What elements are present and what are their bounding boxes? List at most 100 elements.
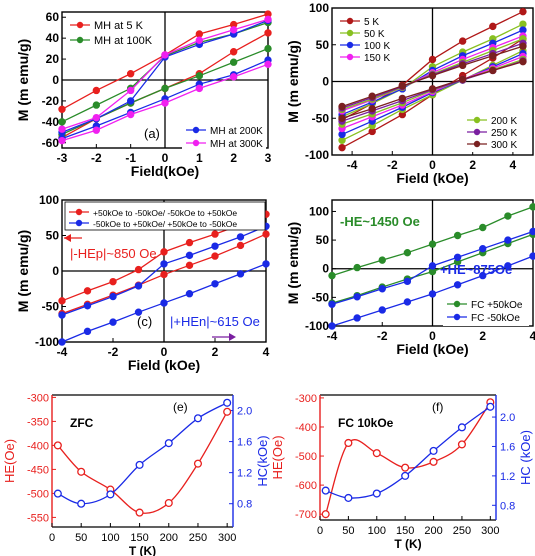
data-point [403,248,412,257]
y-tick-label: 60 [46,10,60,24]
data-point [368,104,376,113]
inner-label: FC 10kOe [338,416,394,430]
data-point [344,438,353,448]
x-tick-label: 4 [530,329,535,343]
data-point [211,230,219,238]
data-point [479,244,487,253]
data-point [398,94,407,103]
x-tick-label: 0 [429,158,436,172]
x-tick-label: 200 [424,525,442,537]
data-point [401,463,410,472]
data-point [321,510,330,519]
x-tick-label: 1 [196,151,203,165]
y-tick-label: 50 [46,229,60,243]
data-point [185,261,194,270]
data-point [185,238,194,247]
data-point [504,212,512,220]
x-tick-label: 0 [49,532,55,544]
data-point [92,101,101,109]
legend-box [336,11,398,65]
y-left-tick-label: -600 [295,480,317,492]
y-tick-label: -60 [42,136,60,150]
data-point [109,318,117,326]
data-point [519,42,527,50]
data-point [372,449,381,458]
data-point [403,277,412,286]
y-tick-label: -100 [305,319,329,333]
x-axis-label: T (K) [129,544,156,556]
y-tick-label: -100 [305,148,329,162]
data-point [195,84,204,93]
data-point [164,439,173,448]
data-point [160,260,168,268]
data-point [479,223,487,232]
data-point [519,57,527,66]
data-point [338,114,346,122]
data-point [264,60,272,69]
panel-c: -4 -2 0 2 4 -100 -50 0 50 100 Field (kOe) M (m emu/… [15,193,270,373]
data-point [161,51,169,59]
data-point [229,73,238,81]
legend-label: 150 K [364,53,390,64]
x-tick-label: 0 [429,329,436,343]
data-point [126,110,135,119]
legend-swatch-marker [76,21,84,29]
data-point [211,280,219,288]
y-tick-label: 20 [46,52,60,66]
y-right-axis-label: HC(kOe) [255,435,270,486]
x-tick-label: -2 [91,151,102,165]
data-point [160,299,168,307]
legend-box [443,294,529,326]
data-point [193,414,203,423]
x-tick-label: -1 [125,151,136,165]
data-point [135,460,144,469]
data-point [328,322,336,330]
data-point [92,113,101,122]
y-right-tick-label: 0.8 [500,500,515,512]
y-left-tick-label: -350 [27,416,49,428]
x-tick-label: -2 [387,158,398,172]
y-axis-label: M (m emu/g) [285,222,301,304]
y-right-tick-label: 2.0 [237,406,252,418]
data-point [53,489,62,498]
legend-label: MH at 100K [94,35,153,47]
data-point [457,440,466,449]
annotation-hep: |-HEp|~850 Oe [70,246,157,261]
y-axis-label: M (m emu/g) [285,40,301,122]
data-point [53,441,62,450]
x-tick-label: 150 [396,525,414,537]
data-point [453,281,462,289]
data-point [262,260,270,268]
y-tick-label: -40 [42,115,60,129]
y-tick-label: 50 [316,233,330,247]
y-tick-label: 100 [39,193,59,207]
legend-label: 100 K [364,41,390,52]
x-tick-label: 2 [479,329,486,343]
data-point [398,82,407,90]
data-point [372,489,381,498]
legend-label: FC -50kOe [471,313,520,324]
legend-label: MH at 300K [210,139,263,150]
legend-swatch-marker [473,116,481,124]
data-point [58,118,66,126]
data-point [126,86,135,95]
y-right-tick-label: 1.2 [237,468,252,480]
data-point [229,48,238,56]
panel-label: (a) [144,126,160,141]
legend-swatch-marker [346,53,354,61]
data-point [428,262,437,270]
x-axis-label: Field (kOe) [396,170,468,186]
data-point [428,71,437,80]
data-point [134,308,143,316]
y-tick-label: -50 [312,111,330,125]
data-point [428,55,437,64]
data-point [353,314,361,322]
data-point [195,36,204,44]
panel-label: (c) [137,314,152,329]
data-point [83,287,92,295]
legend-label: 300 K [491,140,517,151]
y-tick-label: 40 [46,31,60,45]
data-point [429,457,438,466]
x-tick-label: -4 [327,329,338,343]
data-point [211,242,219,250]
